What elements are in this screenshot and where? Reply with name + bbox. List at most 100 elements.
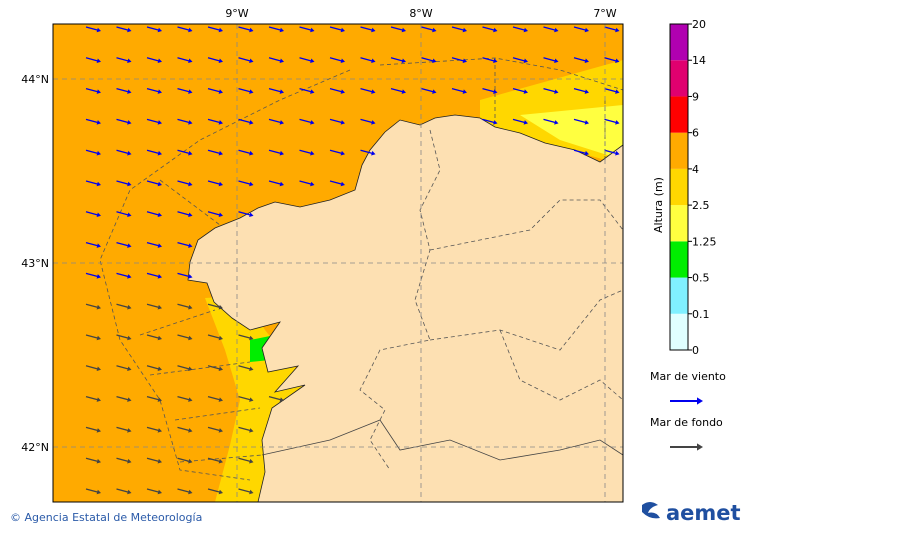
arrow-head (127, 489, 132, 495)
colorbar-tick-label: 14 (692, 54, 706, 67)
arrow-head (340, 58, 345, 64)
arrow-head (310, 120, 315, 125)
arrow-shaft (177, 395, 191, 401)
arrow-shaft (451, 26, 465, 32)
colorbar-tick-label: 9 (692, 90, 699, 103)
arrow-shaft (207, 26, 221, 32)
arrow-shaft (116, 118, 130, 124)
arrow-shaft (238, 426, 252, 432)
arrow-head (218, 304, 223, 310)
arrow-head (371, 120, 376, 125)
arrow-head (188, 428, 193, 433)
arrow-shaft (268, 87, 282, 93)
arrow-head (188, 27, 193, 33)
arrow-head (615, 58, 620, 64)
map-frame (52, 23, 624, 503)
arrow-shaft (177, 118, 191, 124)
arrow-head (157, 150, 162, 156)
arrow-head (188, 120, 193, 125)
arrow-shaft (238, 395, 252, 401)
arrow-head (279, 120, 284, 125)
maritime-zone-border (99, 57, 623, 481)
arrow-shaft (543, 118, 557, 124)
colorbar-segment (670, 241, 688, 278)
arrow-head (157, 120, 162, 125)
arrow-head (279, 58, 284, 64)
arrow-head (127, 243, 132, 248)
arrow-shaft (512, 57, 526, 62)
arrow-shaft (421, 87, 435, 93)
arrow-head (493, 89, 498, 94)
arrow-head (615, 150, 620, 156)
lon-label: 8°W (409, 7, 432, 20)
arrow-shaft (451, 57, 465, 62)
arrow-shaft (146, 272, 160, 278)
arrow-shaft (543, 26, 557, 32)
arrow-head (96, 150, 101, 156)
colorbar: 0 0.1 0.5 1.25 2.5 4 6 9 14 20 (669, 18, 717, 357)
arrow-shaft (116, 149, 130, 155)
arrow-head (279, 397, 284, 402)
arrow-shaft (177, 334, 191, 340)
arrow-head (218, 458, 223, 464)
arrow-shaft (207, 303, 221, 309)
colorbar-tick-label: 2.5 (692, 199, 710, 212)
arrow-shaft (207, 149, 221, 155)
arrow-head (188, 304, 193, 310)
arrow-head (554, 120, 559, 125)
arrow-shaft (177, 488, 191, 494)
arrow-shaft (268, 149, 282, 155)
arrow-shaft (390, 87, 404, 93)
arrow-head (127, 458, 132, 464)
arrow-shaft (543, 57, 557, 62)
arrow-shaft (177, 241, 191, 247)
arrow-shaft (238, 365, 252, 370)
arrow-head (96, 304, 101, 310)
arrow-shaft (299, 57, 313, 62)
arrow-shaft (146, 87, 160, 93)
arrow-shaft (482, 57, 496, 62)
colorbar-segment (670, 132, 688, 169)
colorbar-segment (670, 60, 688, 97)
arrow-head (584, 120, 589, 125)
arrow-head (371, 58, 376, 64)
arrow-head (697, 397, 703, 405)
arrow-shaft (207, 211, 221, 216)
arrow-shaft (238, 118, 252, 124)
arrow-shaft (116, 211, 130, 216)
arrow-shaft (177, 426, 191, 432)
arrow-head (188, 212, 193, 218)
arrow-shaft (85, 241, 99, 247)
arrow-shaft (116, 488, 130, 494)
arrow-head (96, 335, 101, 341)
arrow-head (249, 27, 254, 33)
arrow-shaft (85, 149, 99, 155)
arrow-head (157, 366, 162, 372)
arrow-head (249, 58, 254, 64)
arrow-shaft (329, 118, 343, 124)
arrow-shaft (512, 87, 526, 93)
arrow-head (340, 89, 345, 94)
land (187, 114, 623, 502)
lon-label: 7°W (593, 7, 616, 20)
arrow-shaft (116, 365, 130, 370)
colorbar-segment (670, 96, 688, 133)
arrow-head (218, 89, 223, 94)
arrow-head (554, 27, 559, 33)
arrow-head (584, 27, 589, 33)
arrow-shaft (146, 334, 160, 340)
arrow-head (218, 212, 223, 218)
arrow-head (584, 89, 589, 94)
arrow-shaft (177, 149, 191, 155)
arrow-head (279, 181, 284, 187)
arrow-head (249, 181, 254, 187)
arrow-head (96, 58, 101, 64)
arrow-shaft (207, 426, 221, 432)
arrow-shaft (116, 426, 130, 432)
arrow-shaft (146, 180, 160, 186)
arrow-head (432, 58, 437, 64)
arrow-head (401, 27, 406, 33)
arrow-shaft (573, 57, 587, 62)
arrow-shaft (207, 57, 221, 62)
arrow-head (249, 120, 254, 125)
